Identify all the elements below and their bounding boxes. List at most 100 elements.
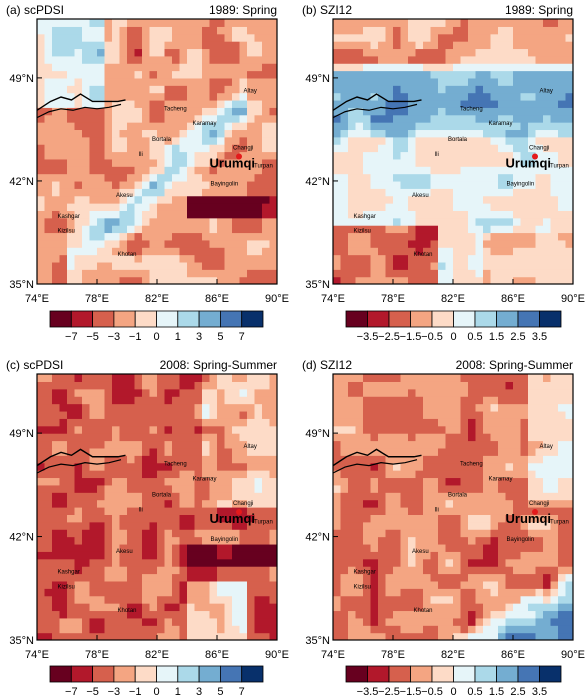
region-label: Changji (233, 501, 253, 507)
colorbar-swatch (453, 310, 476, 328)
colorbar-label: 3.5 (532, 686, 547, 698)
colorbar-swatch (388, 665, 411, 683)
colorbar-label: 1.5 (489, 331, 504, 343)
region-label: Khotan (118, 252, 137, 258)
colorbar-label: −2.5 (378, 331, 400, 343)
region-label: Bortala (448, 493, 468, 499)
colorbar-label: −7 (65, 686, 78, 698)
region-label: Bortala (152, 137, 172, 143)
lat-tick-label: 42°N (9, 532, 34, 544)
colorbar-label: 1 (175, 686, 181, 698)
colorbar-swatch (70, 310, 94, 328)
region-label: Karamay (193, 476, 217, 482)
city-label: Urumqi (210, 511, 256, 526)
colorbar-label: −1.5 (400, 686, 422, 698)
colorbar-swatch (134, 665, 157, 683)
lon-tick-label: 78°E (381, 293, 405, 305)
map-panel: Altay Tacheng Karamay Bortala Changji Urumqi T… (6, 358, 289, 698)
region-label: Altay (244, 444, 257, 450)
colorbar-swatch (70, 665, 94, 683)
region-label: Altay (244, 89, 257, 95)
lon-tick-label: 82°E (441, 649, 465, 661)
colorbar-label: 0.5 (467, 331, 482, 343)
map-panel: Altay Tacheng Karamay Bortala Changji Urumqi T… (6, 3, 289, 343)
colorbar-swatch (517, 310, 540, 328)
region-label: Kashgar (58, 214, 80, 220)
colorbar-label: 2.5 (510, 686, 525, 698)
colorbar-label: 5 (217, 686, 223, 698)
lon-tick-label: 74°E (321, 293, 345, 305)
lat-tick-label: 35°N (305, 279, 330, 291)
region-label: Akesu (116, 193, 133, 199)
lon-tick-label: 90°E (561, 649, 585, 661)
region-label: Bayingolin (507, 537, 535, 543)
region-label: Karamay (489, 121, 513, 127)
lon-tick-label: 86°E (501, 293, 525, 305)
lon-tick-label: 82°E (145, 293, 169, 305)
region-label: Changji (529, 501, 549, 507)
colorbar-swatch (431, 310, 454, 328)
map-panel: Altay Tacheng Karamay Bortala Changji Urumqi T… (302, 358, 585, 698)
colorbar-swatch (474, 665, 497, 683)
lat-tick-label: 49°N (305, 73, 330, 85)
region-label: Karamay (489, 476, 513, 482)
lat-tick-label: 42°N (9, 176, 34, 188)
city-marker (532, 509, 538, 516)
colorbar-swatch (410, 665, 433, 683)
country-border (333, 93, 422, 111)
colorbar-swatch (219, 665, 243, 683)
colorbar-swatch (49, 310, 72, 328)
colorbar-label: 0 (450, 331, 456, 343)
lon-tick-label: 78°E (85, 649, 109, 661)
colorbar-swatch (49, 665, 72, 683)
colorbar-swatch (453, 665, 476, 683)
colorbar-swatch (431, 665, 454, 683)
region-label: Bayingolin (211, 181, 239, 187)
region-label: Bortala (448, 137, 468, 143)
lat-tick-label: 49°N (9, 428, 34, 440)
colorbar-label: 0.5 (467, 686, 482, 698)
city-marker (532, 153, 538, 160)
colorbar-label: −0.5 (421, 686, 443, 698)
colorbar-swatch (198, 310, 221, 328)
colorbar-swatch (367, 665, 390, 683)
region-label: Tacheng (460, 462, 483, 468)
lat-tick-label: 42°N (305, 176, 330, 188)
region-label: Changji (529, 146, 549, 152)
city-label: Urumqi (506, 511, 552, 526)
colorbar-label: −3 (108, 686, 121, 698)
colorbar-label: 3 (196, 331, 202, 343)
region-label: Ili (435, 152, 439, 158)
colorbar-swatch (496, 665, 519, 683)
lon-tick-label: 74°E (321, 649, 345, 661)
colorbar-swatch (156, 310, 179, 328)
city-marker (236, 509, 242, 516)
region-label: Tacheng (164, 106, 187, 112)
region-label: Khotan (118, 608, 137, 614)
panel-period: 1989: Spring (505, 3, 573, 17)
lon-tick-label: 86°E (205, 293, 229, 305)
country-border (37, 93, 126, 111)
colorbar-swatch (539, 310, 562, 328)
lon-tick-label: 90°E (561, 293, 585, 305)
colorbar-swatch (345, 310, 368, 328)
country-border (333, 103, 418, 119)
colorbar-swatch (92, 310, 115, 328)
lat-tick-label: 49°N (9, 73, 34, 85)
panel-label: (c) scPDSI (6, 358, 63, 372)
lon-tick-label: 82°E (145, 649, 169, 661)
colorbar-swatch (92, 665, 115, 683)
city-label: Urumqi (210, 155, 256, 170)
colorbar-swatch (177, 665, 200, 683)
panel-period: 2008: Spring-Summer (456, 358, 573, 372)
region-label: Tacheng (164, 462, 187, 468)
colorbar-label: −5 (86, 331, 99, 343)
lon-tick-label: 78°E (381, 649, 405, 661)
region-label: Akesu (116, 549, 133, 555)
colorbar-swatch (410, 310, 433, 328)
region-label: Kashgar (58, 570, 80, 576)
region-label: Akesu (412, 193, 429, 199)
lon-tick-label: 78°E (85, 293, 109, 305)
colorbar-swatch (539, 665, 562, 683)
region-label: Altay (540, 89, 553, 95)
